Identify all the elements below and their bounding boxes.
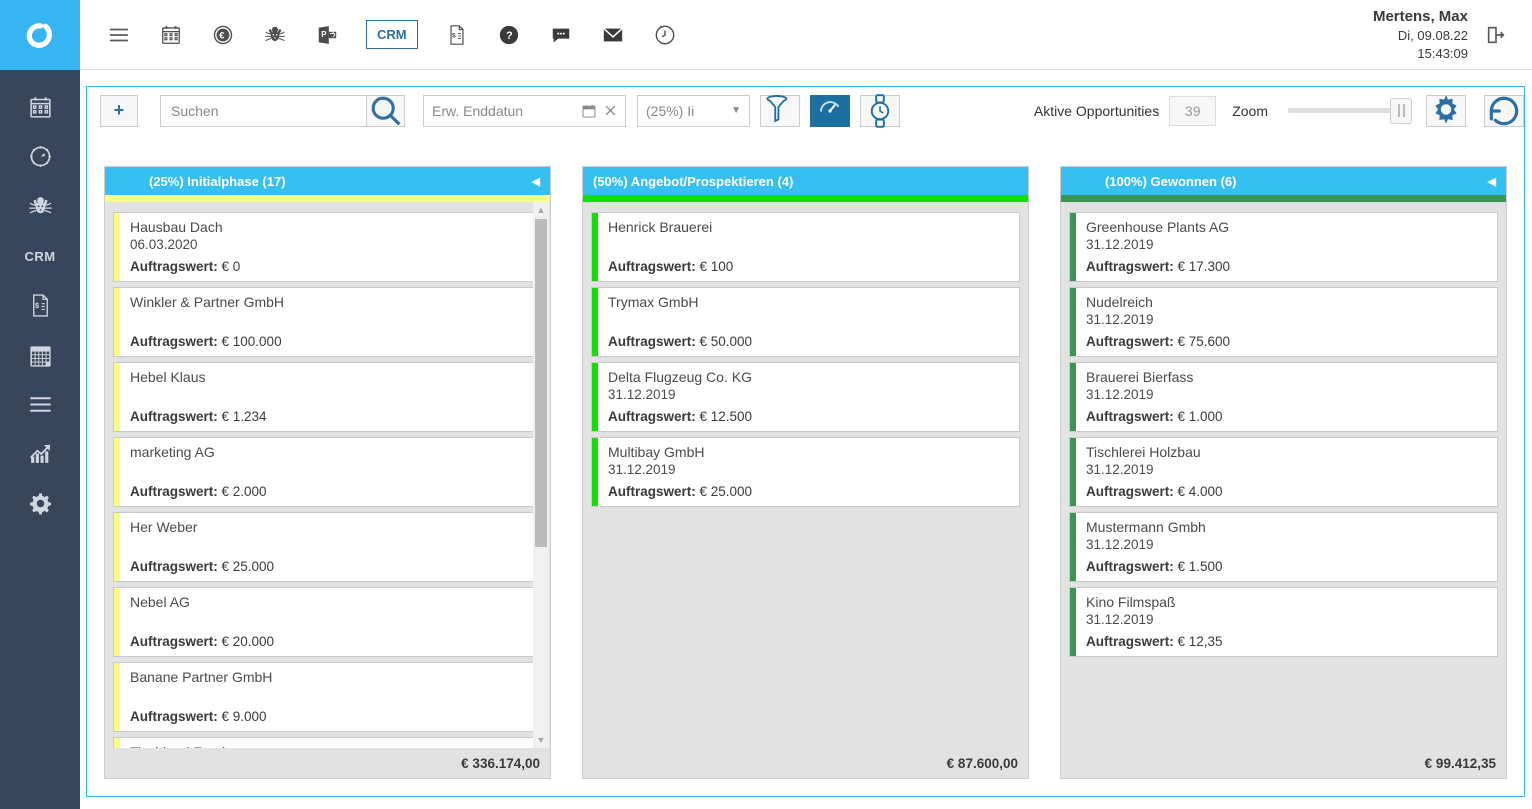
- svg-text:€: €: [219, 30, 224, 40]
- svg-text:$: $: [452, 32, 456, 39]
- svg-text:?: ?: [506, 30, 513, 42]
- svg-text:P: P: [321, 30, 326, 39]
- svg-text:$: $: [34, 301, 39, 310]
